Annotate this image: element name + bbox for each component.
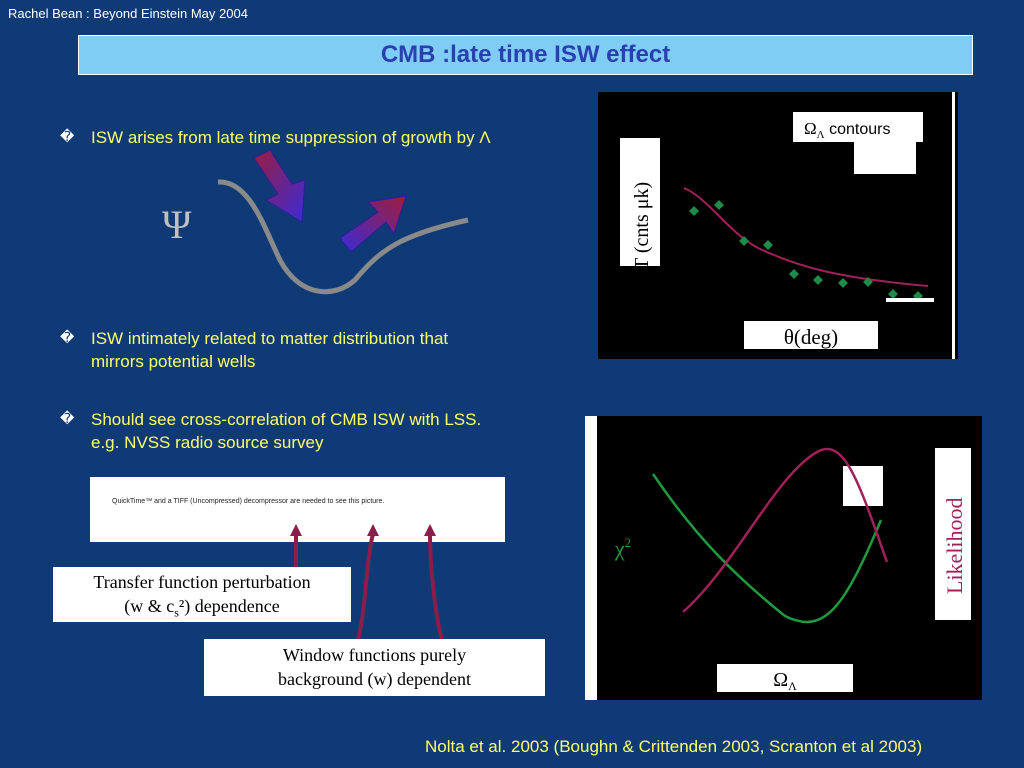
y-axis-label: T (cnts μk) xyxy=(631,182,653,270)
transfer-line-2-suffix: ²) dependence xyxy=(178,596,280,616)
bullet-item-2: � ISW intimately related to matter distr… xyxy=(60,327,580,373)
transfer-line-2: (w & cs²) dependence xyxy=(53,594,351,625)
bullet-glyph-icon: � xyxy=(60,411,75,427)
bullet-glyph-icon: � xyxy=(60,129,75,145)
transfer-line-2-prefix: (w & c xyxy=(124,596,175,616)
transfer-arrowhead-icon xyxy=(290,524,302,536)
legend-box xyxy=(843,466,883,506)
plot-left-border xyxy=(585,416,597,700)
window-line-2: background (w) dependent xyxy=(278,669,471,689)
x-axis-label: θ(deg) xyxy=(784,325,838,349)
x-axis-label: ΩΛ xyxy=(773,669,797,693)
data-point xyxy=(888,289,898,299)
plot-background xyxy=(585,416,982,700)
potential-well-diagram: Ψ xyxy=(162,150,469,295)
legend-box xyxy=(793,112,923,142)
y-axis-right-label-box xyxy=(935,448,971,620)
data-point xyxy=(739,236,749,246)
transfer-line-2-sub: s xyxy=(174,605,179,620)
data-point xyxy=(838,278,848,288)
window-line-1: Window functions purely xyxy=(282,645,467,665)
psi-symbol: Ψ xyxy=(162,202,192,247)
window-arrow-shaft-1 xyxy=(356,533,375,641)
data-point xyxy=(763,240,773,250)
y-axis-right-label: Likelihood xyxy=(942,497,967,594)
likelihood-plot: χ2 Likelihood ΩΛ xyxy=(585,416,982,700)
connector-arrows xyxy=(290,524,444,641)
window-arrowhead-2-icon xyxy=(424,524,436,536)
x-axis-label-box xyxy=(744,321,878,349)
slide-title: CMB :late time ISW effect xyxy=(380,41,671,68)
bullet-glyph-icon: � xyxy=(60,330,75,346)
isw-correlation-plot: ΩΛ contours T (cnts μk) θ(deg) xyxy=(598,92,958,359)
title-box: CMB :late time ISW effect xyxy=(78,35,973,75)
data-point xyxy=(863,277,873,287)
chi-squared-curve xyxy=(651,473,883,624)
transfer-function-box: Transfer function perturbation (w & cs²)… xyxy=(53,567,351,622)
data-point xyxy=(813,275,823,285)
bullet-text-3-line-1: Should see cross-correlation of CMB ISW … xyxy=(91,410,482,429)
data-point xyxy=(714,200,724,210)
quicktime-notice: QuickTime™ and a TIFF (Uncompressed) dec… xyxy=(112,498,385,505)
legend-swatch-line xyxy=(886,298,934,302)
bullet-text-2-line-1: ISW intimately related to matter distrib… xyxy=(91,329,449,348)
window-arrowhead-1-icon xyxy=(367,524,379,536)
infalling-photon-arrow xyxy=(253,150,306,223)
bullet-text-3-line-2: e.g. NVSS radio source survey xyxy=(91,433,324,452)
y-axis-left-label: χ2 xyxy=(614,535,631,561)
window-function-box: Window functions purely background (w) d… xyxy=(204,639,545,696)
y-axis-label-box xyxy=(620,138,660,266)
bullet-item-3: � Should see cross-correlation of CMB IS… xyxy=(60,408,580,454)
outgoing-photon-arrow xyxy=(339,195,407,253)
x-axis-label-box xyxy=(717,664,853,692)
transfer-line-1: Transfer function perturbation xyxy=(93,572,311,592)
quicktime-placeholder-image: QuickTime™ and a TIFF (Uncompressed) dec… xyxy=(90,477,505,542)
legend-box-lower xyxy=(854,142,916,174)
bullet-item-1: � ISW arises from late time suppression … xyxy=(60,126,580,149)
legend-label: ΩΛ contours xyxy=(804,119,890,141)
plot-right-border xyxy=(952,92,955,359)
citation: Nolta et al. 2003 (Boughn & Crittenden 2… xyxy=(425,737,923,756)
data-points xyxy=(689,200,923,301)
bullet-text-1: ISW arises from late time suppression of… xyxy=(91,128,491,147)
likelihood-curve xyxy=(682,447,889,613)
data-point xyxy=(789,269,799,279)
window-arrow-shaft-2 xyxy=(428,533,444,641)
slide-header: Rachel Bean : Beyond Einstein May 2004 xyxy=(8,6,248,21)
potential-well-curve xyxy=(217,179,469,295)
data-point xyxy=(689,206,699,216)
bullet-text-2-line-2: mirrors potential wells xyxy=(91,352,256,371)
